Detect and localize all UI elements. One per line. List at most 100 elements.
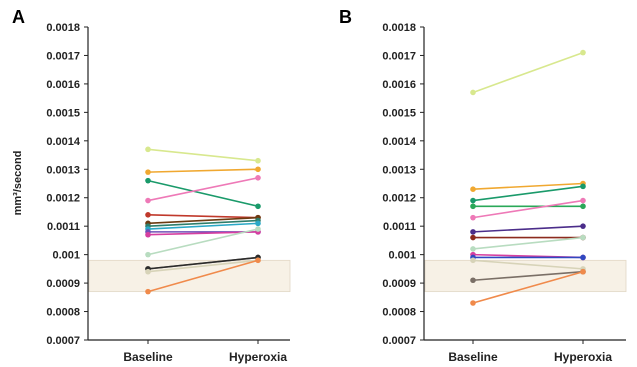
data-point <box>145 177 151 184</box>
y-tick-label: 0.0014 <box>46 136 81 148</box>
series-line <box>472 236 584 250</box>
x-category-label: Hyperoxia <box>554 350 612 364</box>
data-point <box>470 246 476 252</box>
data-point <box>580 234 586 241</box>
data-point <box>145 212 151 218</box>
reference-band <box>88 259 291 293</box>
series-line <box>472 182 584 190</box>
series-line <box>472 51 584 94</box>
series-15 <box>145 257 261 295</box>
x-category-label: Hyperoxia <box>229 350 287 364</box>
data-point <box>470 234 476 241</box>
y-tick-label: 0.001 <box>388 250 416 262</box>
series-line <box>147 259 259 273</box>
data-point <box>255 166 261 173</box>
y-tick-label: 0.0011 <box>47 221 80 233</box>
y-tick-label: 0.0013 <box>382 164 416 176</box>
series-4 <box>470 203 586 210</box>
x-category-label: Baseline <box>448 350 498 364</box>
series-line <box>472 185 584 202</box>
y-tick-label: 0.0007 <box>382 335 416 347</box>
series-1 <box>145 146 261 164</box>
series-line <box>472 259 584 270</box>
series-line <box>147 256 259 270</box>
y-tick-label: 0.0009 <box>382 278 416 290</box>
x-category-label: Baseline <box>123 350 173 364</box>
data-point <box>580 183 586 190</box>
data-point <box>470 89 476 96</box>
series-3 <box>470 183 586 204</box>
series-line <box>472 199 584 219</box>
data-point <box>145 146 151 153</box>
panel-a: 0.0007 0.0008 0.0009 0.001 0.0011 0.0012 0.001… <box>12 7 291 364</box>
y-tick-label: 0.0013 <box>46 164 80 176</box>
panel-b: 0.0007 0.0008 0.0009 0.001 0.0011 0.0012 0.001… <box>339 7 627 364</box>
series-8 <box>145 220 261 232</box>
y-tick-label: 0.0009 <box>46 278 80 290</box>
data-point <box>580 223 586 229</box>
series-2 <box>470 180 586 192</box>
series-line <box>147 216 259 225</box>
data-point <box>470 203 476 210</box>
data-point <box>255 157 261 164</box>
data-point <box>470 197 476 204</box>
y-tick-label: 0.0008 <box>46 307 80 319</box>
y-tick-label: 0.0012 <box>382 193 416 205</box>
series-4 <box>145 175 261 204</box>
data-point <box>145 197 151 204</box>
series-line <box>472 225 584 233</box>
y-tick-label: 0.0016 <box>46 79 80 91</box>
series-10 <box>145 229 261 238</box>
data-point <box>580 197 586 204</box>
series-line <box>147 148 259 162</box>
data-point <box>470 229 476 235</box>
y-tick-label: 0.0018 <box>382 22 416 34</box>
data-point <box>255 175 261 181</box>
series-line <box>147 177 259 202</box>
y-tick-label: 0.0011 <box>383 221 416 233</box>
data-point <box>145 231 151 238</box>
series-line <box>147 259 259 293</box>
y-tick-label: 0.0017 <box>46 50 80 62</box>
data-point <box>470 186 476 192</box>
series-line <box>147 214 259 219</box>
data-point <box>580 203 586 210</box>
series-6 <box>470 223 586 235</box>
y-tick-label: 0.0015 <box>382 107 416 119</box>
data-point <box>145 169 151 175</box>
series-line <box>472 270 584 304</box>
panel-label: B <box>339 7 352 27</box>
data-point <box>580 254 586 261</box>
series-3 <box>145 177 261 210</box>
data-point <box>255 203 261 210</box>
data-point <box>145 251 151 258</box>
data-point <box>470 214 476 221</box>
y-tick-label: 0.0018 <box>46 22 80 34</box>
y-tick-label: 0.0014 <box>382 136 417 148</box>
series-9 <box>470 251 586 261</box>
series-line <box>147 179 259 208</box>
series-1 <box>470 49 586 96</box>
y-axis-title: mm³/second <box>12 151 24 216</box>
series-8 <box>470 234 586 252</box>
data-point <box>255 226 261 232</box>
series-2 <box>145 166 261 175</box>
data-point <box>470 300 476 306</box>
series-line <box>147 168 259 173</box>
y-tick-label: 0.0008 <box>382 307 416 319</box>
series-line <box>147 231 259 236</box>
data-point <box>145 288 151 295</box>
series-line <box>147 219 259 227</box>
data-point <box>470 277 476 284</box>
series-line <box>147 228 259 256</box>
series-line <box>472 270 584 282</box>
y-tick-label: 0.0007 <box>46 335 80 347</box>
y-tick-label: 0.0015 <box>46 107 80 119</box>
series-5 <box>470 197 586 221</box>
data-point <box>145 268 151 275</box>
y-tick-label: 0.0012 <box>46 193 80 205</box>
y-tick-label: 0.0016 <box>382 79 416 91</box>
series-13 <box>470 268 586 306</box>
series-line <box>147 222 259 230</box>
